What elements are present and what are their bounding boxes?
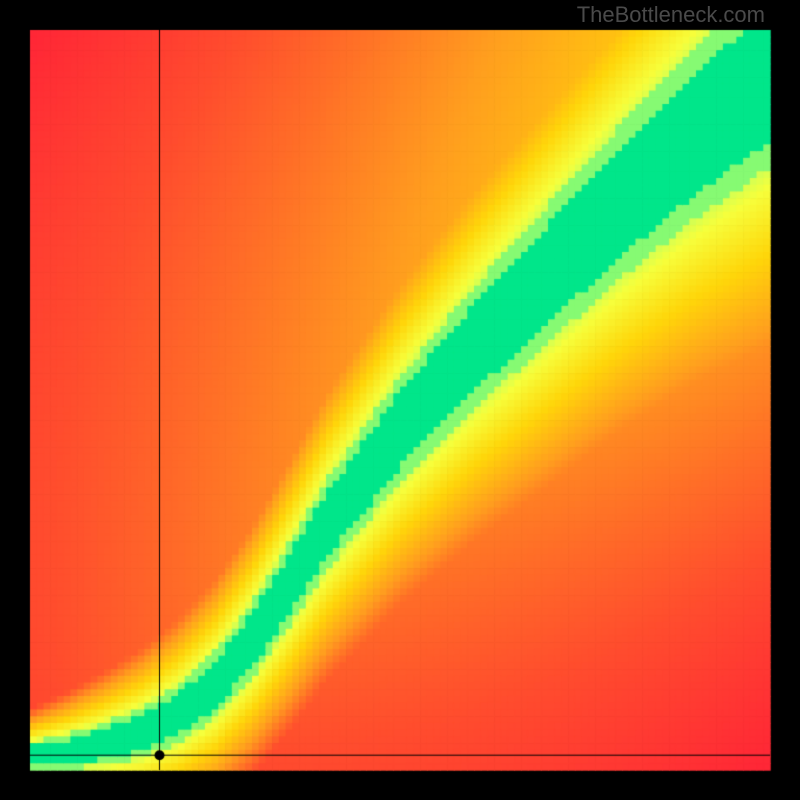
watermark-text: TheBottleneck.com (577, 2, 765, 28)
bottleneck-heatmap (0, 0, 800, 800)
chart-container: TheBottleneck.com (0, 0, 800, 800)
